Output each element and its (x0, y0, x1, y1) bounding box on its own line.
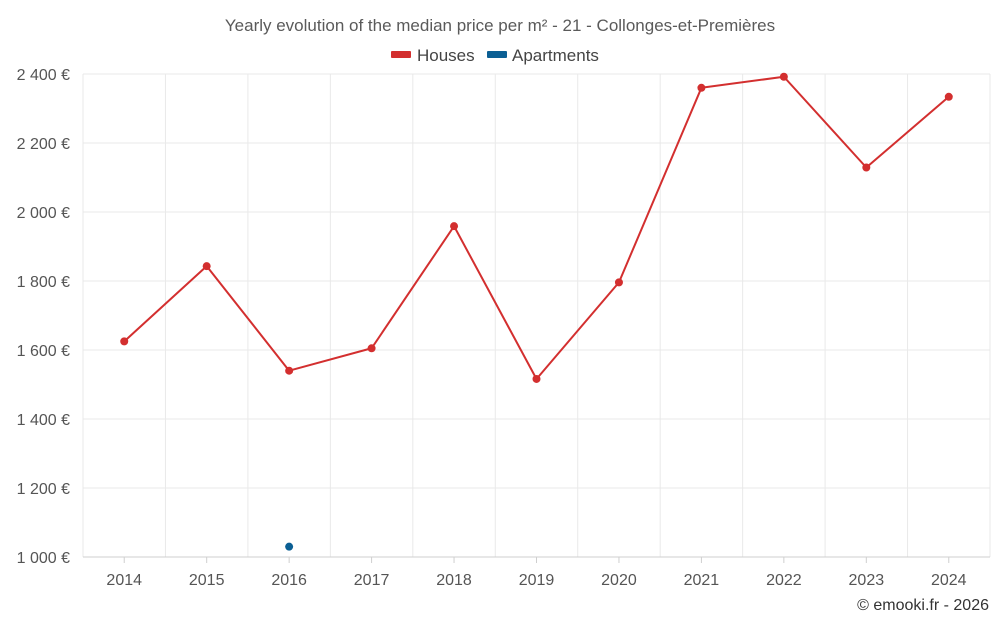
y-tick-label: 2 200 € (17, 136, 70, 153)
data-point-houses[interactable] (697, 83, 706, 92)
legend-label-apartments: Apartments (512, 46, 599, 65)
legend-swatch-houses (391, 51, 411, 58)
y-tick-label: 2 000 € (17, 205, 70, 222)
series-layer (120, 72, 953, 551)
data-point-houses[interactable] (285, 366, 294, 375)
legend-item-apartments[interactable]: Apartments (487, 46, 599, 65)
footer-credit: © emooki.fr - 2026 (857, 597, 989, 614)
legend-item-houses[interactable]: Houses (391, 46, 475, 65)
y-tick-label: 1 000 € (17, 550, 70, 567)
x-tick-label: 2019 (519, 572, 555, 589)
y-tick-label: 1 400 € (17, 412, 70, 429)
data-point-houses[interactable] (779, 72, 788, 81)
x-tick-label: 2018 (436, 572, 472, 589)
data-point-houses[interactable] (614, 278, 623, 287)
legend-swatch-apartments (487, 51, 507, 58)
grid (82, 73, 991, 557)
chart-title: Yearly evolution of the median price per… (225, 16, 775, 35)
x-tick-label: 2024 (931, 572, 967, 589)
x-tick-label: 2016 (271, 572, 307, 589)
x-tick-label: 2020 (601, 572, 637, 589)
y-tick-label: 1 600 € (17, 343, 70, 360)
data-point-houses[interactable] (202, 262, 211, 271)
data-point-houses[interactable] (367, 344, 376, 353)
y-tick-label: 2 400 € (17, 67, 70, 84)
data-point-houses[interactable] (532, 374, 541, 383)
x-tick-label: 2014 (106, 572, 142, 589)
legend-label-houses: Houses (417, 46, 475, 65)
y-tick-label: 1 200 € (17, 481, 70, 498)
legend: Houses Apartments (391, 46, 599, 65)
data-point-houses[interactable] (862, 163, 871, 172)
data-point-houses[interactable] (944, 92, 953, 101)
x-tick-label: 2017 (354, 572, 390, 589)
data-point-houses[interactable] (120, 337, 129, 346)
y-axis-ticks: 1 000 € 1 200 € 1 400 € 1 600 € 1 800 € 2 000… (17, 67, 70, 567)
y-tick-label: 1 800 € (17, 274, 70, 291)
series-houses (120, 72, 953, 383)
data-point-houses[interactable] (450, 222, 459, 231)
x-tick-label: 2021 (684, 572, 720, 589)
x-tick-label: 2022 (766, 572, 802, 589)
series-apartments (285, 542, 294, 551)
x-tick-label: 2023 (849, 572, 885, 589)
x-axis-ticks: 2014 2015 2016 2017 2018 2019 2020 2021 2022 2023… (106, 557, 967, 589)
data-point-apartments[interactable] (285, 542, 294, 551)
x-tick-label: 2015 (189, 572, 225, 589)
